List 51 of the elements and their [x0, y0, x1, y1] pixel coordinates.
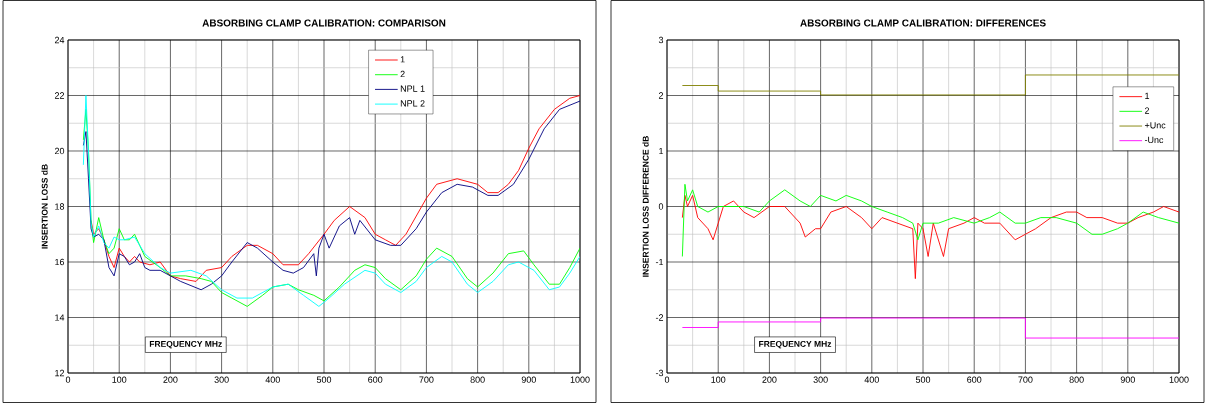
x-tick-label: 900 [521, 376, 536, 383]
x-tick-label: 900 [1120, 376, 1135, 383]
x-axis-title: FREQUENCY MHz [149, 340, 222, 349]
x-tick-label: 100 [711, 376, 726, 383]
y-tick-label: 14 [55, 314, 65, 321]
x-tick-label: 700 [1018, 376, 1033, 383]
y-tick-label: -2 [655, 314, 664, 321]
y-tick-label: 0 [658, 203, 664, 210]
x-tick-label: 1000 [1169, 376, 1189, 383]
legend-label: -Unc [1144, 136, 1164, 144]
y-tick-label: -3 [655, 369, 664, 377]
legend-label: NPL 2 [400, 100, 425, 107]
y-axis-title: INSERTION LOSS dB [41, 164, 48, 249]
x-tick-label: 800 [470, 376, 485, 383]
x-tick-label: 700 [419, 376, 434, 383]
x-tick-label: 200 [163, 376, 178, 383]
x-tick-label: 200 [762, 376, 777, 383]
y-tick-label: 20 [54, 147, 65, 155]
x-tick-label: 300 [214, 376, 229, 383]
chart-title: ABSORBING CLAMP CALIBRATION: DIFFERENCES [800, 19, 1046, 27]
x-tick-label: 0 [65, 376, 71, 383]
x-axis-title: FREQUENCY MHz [759, 340, 832, 349]
legend-label: +Unc [1144, 122, 1166, 129]
x-tick-label: 600 [368, 376, 383, 383]
y-tick-label: 24 [54, 36, 65, 44]
legend-label: 1 [400, 56, 405, 63]
y-tick-label: 1 [659, 147, 664, 155]
x-tick-label: 500 [915, 376, 931, 383]
line-series [681, 317, 1180, 339]
x-tick-label: 1000 [570, 376, 590, 383]
y-tick-label: 3 [658, 36, 664, 44]
chart-title: ABSORBING CLAMP CALIBRATION: COMPARISON [202, 19, 446, 27]
y-tick-label: 22 [54, 92, 65, 99]
y-axis-title: INSERTION LOSS DIFFERENCE dB [642, 136, 649, 277]
x-tick-label: 400 [265, 376, 280, 383]
y-tick-label: -1 [655, 258, 664, 266]
legend-label: NPL 1 [400, 85, 425, 92]
y-tick-label: 16 [55, 258, 65, 266]
x-tick-label: 400 [864, 376, 879, 383]
legend-label: 2 [1144, 107, 1150, 114]
legend-label: 1 [1145, 92, 1150, 99]
y-tick-label: 2 [658, 92, 664, 99]
x-tick-label: 800 [1069, 376, 1084, 383]
x-tick-label: 600 [967, 376, 982, 383]
y-tick-label: 18 [55, 203, 65, 210]
x-tick-label: 500 [316, 376, 332, 383]
y-tick-label: 12 [55, 369, 65, 377]
x-tick-label: 300 [813, 376, 828, 383]
x-tick-label: 100 [112, 376, 127, 383]
x-tick-label: 0 [664, 376, 670, 383]
legend-label: 2 [400, 70, 405, 78]
